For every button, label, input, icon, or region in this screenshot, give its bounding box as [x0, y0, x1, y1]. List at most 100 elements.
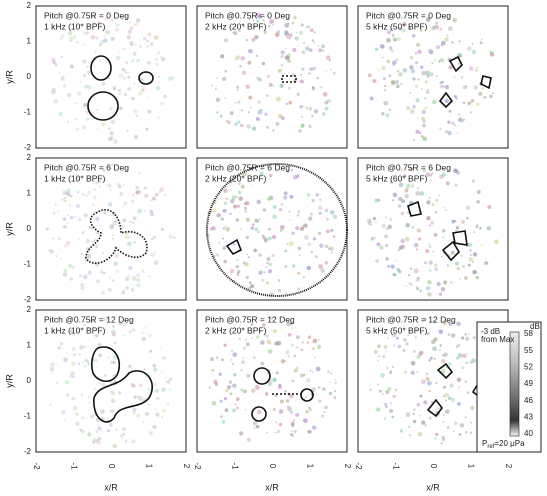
speckle: [230, 199, 235, 204]
speckle: [138, 91, 143, 96]
speckle: [401, 239, 405, 243]
speckle: [333, 215, 337, 219]
speckle: [289, 195, 293, 199]
speckle: [161, 228, 164, 231]
speckle: [116, 23, 120, 27]
speckle: [323, 92, 328, 97]
speckle: [97, 128, 99, 130]
speckle: [459, 277, 461, 279]
y-tick-label: 2: [27, 153, 32, 162]
speckle: [87, 191, 91, 195]
speckle: [241, 185, 245, 189]
speckle: [232, 383, 236, 387]
speckle: [291, 22, 294, 25]
speckle: [422, 110, 426, 114]
speckle: [415, 61, 418, 64]
speckle: [309, 409, 311, 411]
speckle: [416, 43, 420, 47]
colorbar-tick-label: 43: [524, 412, 533, 421]
speckle: [451, 41, 453, 43]
speckle: [216, 213, 221, 218]
speckle: [113, 139, 118, 144]
panel-subtitle: 1 kHz (10* BPF): [44, 325, 106, 335]
y-tick-label: 1: [27, 37, 32, 46]
speckle: [278, 69, 282, 73]
speckle: [281, 204, 283, 206]
speckle: [134, 395, 137, 398]
speckle: [300, 124, 304, 128]
speckle: [61, 198, 64, 201]
speckle: [403, 339, 405, 341]
speckle: [100, 290, 105, 295]
speckle: [77, 191, 79, 193]
speckle: [67, 93, 72, 98]
speckle: [236, 218, 239, 221]
speckle: [443, 414, 445, 416]
speckle: [375, 221, 377, 223]
y-axis-label: y/R: [4, 70, 14, 84]
speckle: [439, 81, 442, 84]
speckle: [316, 193, 319, 196]
speckle: [103, 211, 106, 214]
speckle: [313, 67, 316, 70]
speckle: [392, 199, 394, 201]
speckle: [63, 358, 68, 363]
speckle: [148, 225, 150, 227]
speckle: [272, 215, 276, 219]
colorbar-tick-label: 55: [524, 346, 533, 355]
speckle: [86, 117, 90, 121]
speckle: [465, 381, 467, 383]
speckle: [49, 404, 51, 406]
speckle: [290, 411, 293, 414]
speckle: [173, 236, 176, 239]
speckle: [279, 423, 282, 426]
speckle: [266, 94, 269, 97]
speckle: [243, 346, 246, 349]
speckle: [405, 237, 410, 242]
speckle: [334, 396, 337, 399]
speckle: [453, 76, 455, 78]
speckle: [127, 76, 130, 79]
speckle: [310, 68, 313, 71]
speckle: [112, 334, 114, 336]
speckle: [486, 226, 490, 230]
speckle: [375, 47, 378, 50]
panel-subtitle: 2 kHz (20* BPF): [205, 21, 267, 31]
speckle: [81, 231, 84, 234]
speckle: [439, 28, 441, 30]
speckle: [378, 355, 380, 357]
speckle: [220, 115, 223, 118]
speckle: [317, 346, 320, 349]
speckle: [155, 408, 157, 410]
speckle: [225, 70, 228, 73]
speckle: [403, 68, 408, 73]
speckle: [151, 238, 153, 240]
speckle: [431, 62, 433, 64]
speckle: [128, 30, 132, 34]
speckle: [154, 260, 159, 265]
speckle: [221, 217, 224, 220]
speckle: [152, 425, 156, 429]
speckle: [70, 37, 72, 39]
speckle: [68, 264, 72, 268]
speckle: [149, 275, 151, 277]
speckle: [147, 388, 150, 391]
speckle: [294, 430, 297, 433]
speckle: [246, 342, 250, 346]
speckle: [280, 225, 285, 230]
speckle: [259, 218, 261, 220]
speckle: [427, 280, 431, 284]
speckle: [230, 359, 232, 361]
speckle: [454, 184, 457, 187]
speckle: [297, 287, 300, 290]
speckle: [275, 122, 279, 126]
speckle: [459, 433, 462, 436]
speckle: [445, 209, 447, 211]
speckle: [124, 93, 127, 96]
speckle: [164, 193, 167, 196]
speckle: [138, 396, 143, 401]
x-tick-label: 0: [429, 464, 438, 469]
speckle: [401, 199, 405, 203]
speckle: [419, 394, 422, 397]
speckle: [395, 59, 398, 62]
